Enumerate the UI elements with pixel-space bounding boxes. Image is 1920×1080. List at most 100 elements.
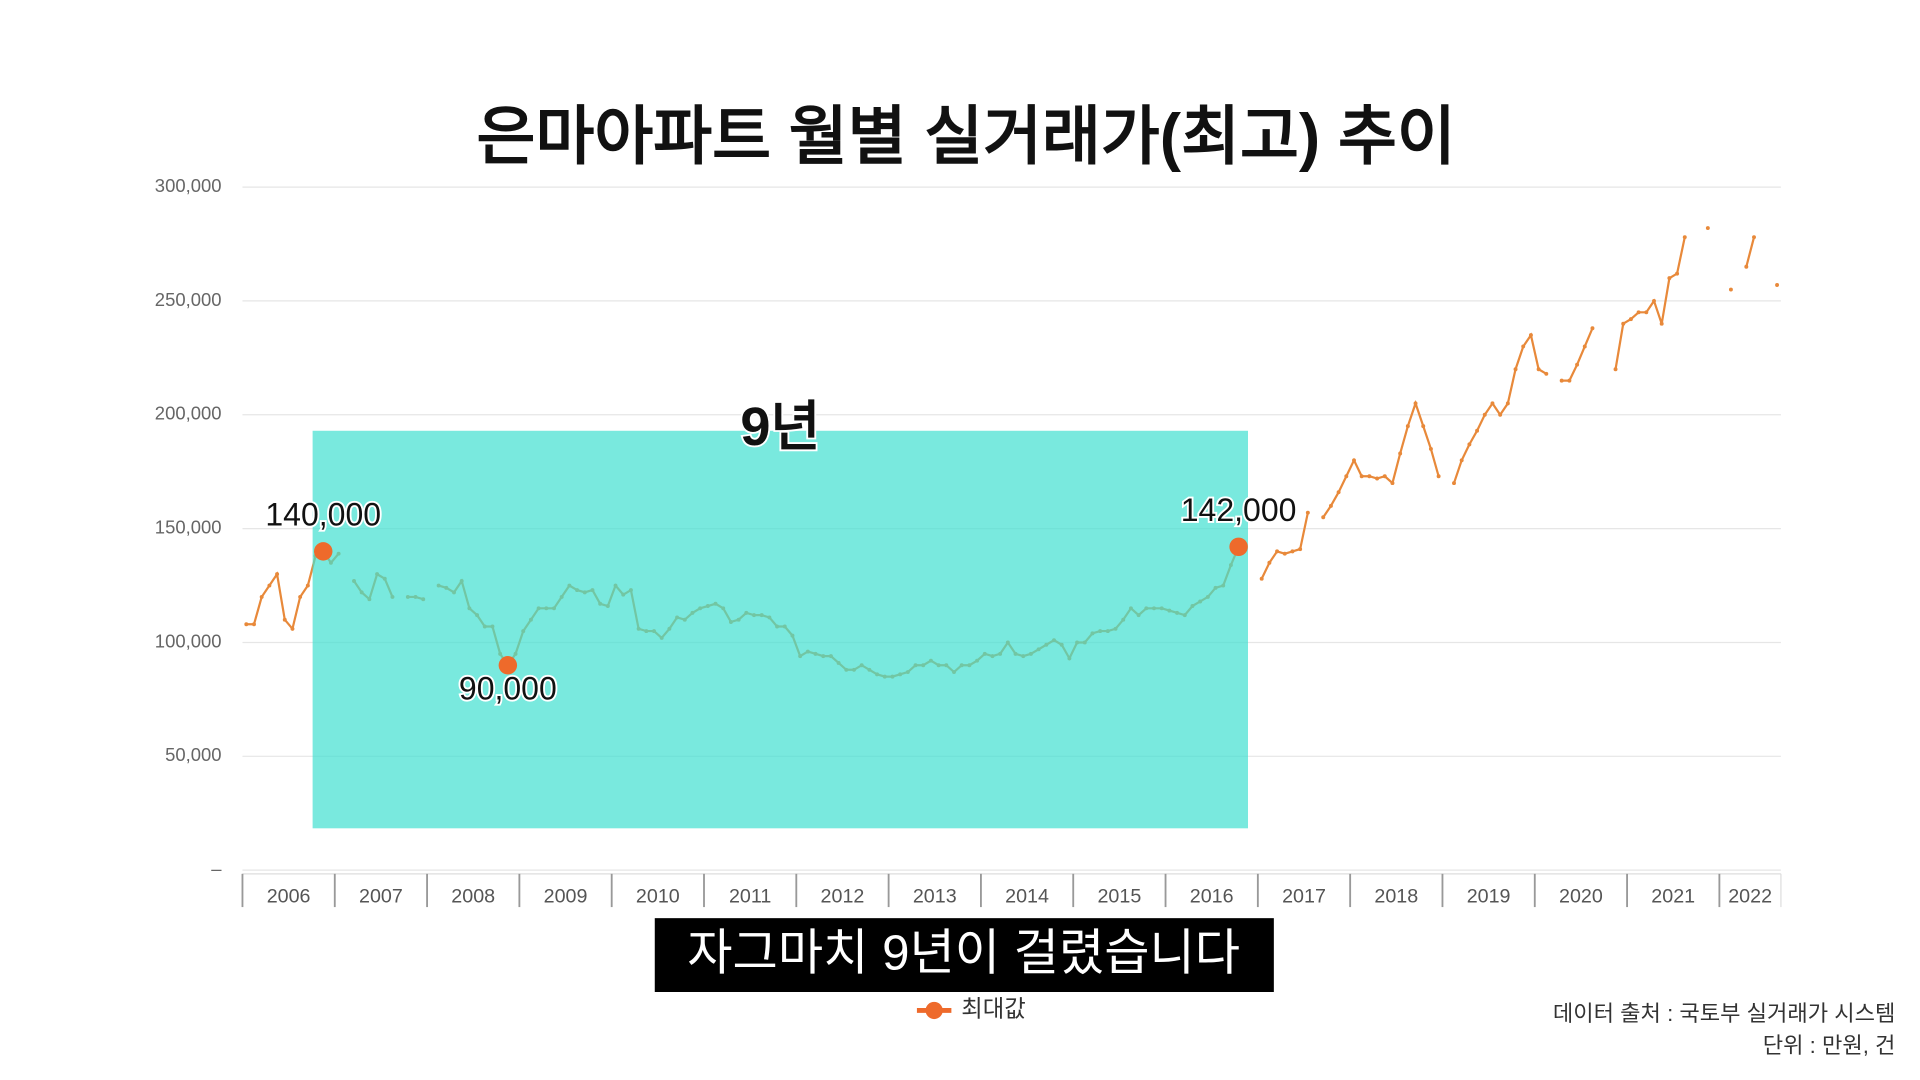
data-point [1359,474,1364,479]
data-point [1413,401,1418,406]
data-point [1321,515,1326,520]
x-tick-label: 2013 [913,885,957,907]
data-point [1267,560,1272,565]
data-point [1344,474,1349,479]
data-label: 90,000 [459,671,557,707]
x-tick-label: 2009 [544,885,588,907]
x-tick-label: 2021 [1651,885,1695,907]
x-tick-label: 2018 [1374,885,1418,907]
data-point [1528,333,1533,338]
data-point [1752,235,1756,240]
data-point [1382,474,1387,479]
data-point [1613,367,1618,372]
data-point [1644,310,1649,315]
x-tick-label: 2017 [1282,885,1326,907]
x-tick-label: 2015 [1097,885,1141,907]
data-point [1390,481,1395,486]
data-point [290,626,295,631]
legend-label: 최대값 [961,996,1026,1022]
data-point [1675,271,1680,276]
x-tick-label: 2022 [1728,885,1772,907]
data-point [1436,474,1441,479]
data-point [1559,378,1564,383]
data-point [1475,428,1480,433]
data-point [1705,226,1710,231]
data-point [244,622,249,627]
y-tick-label: 200,000 [155,403,222,424]
y-tick-label: 250,000 [155,289,222,310]
data-point [1398,451,1403,456]
data-point [1375,476,1380,481]
data-point [1405,424,1410,429]
y-tick-label: 100,000 [155,630,222,651]
data-point [1482,412,1487,417]
data-point [1582,344,1587,349]
data-point [1567,378,1572,383]
data-point [1505,401,1510,406]
data-point [259,594,264,599]
unit-note: 단위 : 만원, 건 [1763,1033,1896,1058]
data-point [252,622,256,627]
data-point [1590,326,1595,331]
source-note: 데이터 출처 : 국토부 실거래가 시스템 [1553,1001,1895,1026]
y-tick-label: – [211,858,222,879]
chart-title: 은마아파트 월별 실거래가(최고) 추이 [477,100,1456,172]
highlight-label: 9년 [740,397,820,457]
data-point [1667,276,1672,281]
caption: 자그마치 9년이 걸렸습니다 [687,925,1240,980]
data-point [1290,549,1295,554]
y-tick-label: 150,000 [155,516,222,537]
data-point [267,583,272,588]
data-point [1467,442,1472,447]
data-point [282,617,287,622]
x-tick-label: 2007 [359,885,403,907]
data-point [1275,549,1280,554]
data-point [1367,474,1372,479]
data-point [1428,446,1433,451]
x-tick-label: 2020 [1559,885,1603,907]
data-point [1575,362,1580,367]
data-point [275,572,280,577]
data-point [298,594,303,599]
data-point [1628,317,1633,322]
data-point [1490,401,1495,406]
data-point [1352,458,1356,463]
data-point [1544,371,1549,376]
data-label: 142,000 [1181,492,1297,528]
data-point [1452,481,1456,486]
x-tick-label: 2019 [1467,885,1511,907]
data-point [1652,298,1656,303]
data-point [1621,321,1626,326]
data-point [1282,551,1287,556]
data-point [1498,412,1503,417]
data-point [1659,321,1664,326]
data-point [1744,264,1749,269]
x-tick-label: 2014 [1005,885,1049,907]
data-label: 140,000 [265,496,381,532]
x-tick-label: 2008 [451,885,495,907]
y-tick-label: 50,000 [165,744,221,765]
highlight-region [312,430,1249,829]
data-point [1305,510,1310,515]
highlight-point [314,542,333,561]
data-point [1298,547,1303,552]
data-point [1521,344,1526,349]
data-point [1728,287,1733,292]
legend-swatch-dot [925,1001,943,1020]
data-point [1336,490,1341,495]
caption-box [654,918,1274,992]
highlight-point [1229,537,1248,557]
data-point [1636,310,1641,315]
data-point [1775,283,1780,287]
data-point [1328,503,1333,508]
data-point [1682,235,1687,240]
x-tick-label: 2011 [729,885,771,907]
highlight-point [498,656,518,675]
x-tick-label: 2012 [821,885,865,907]
data-point [1259,576,1264,581]
x-tick-label: 2006 [267,885,311,907]
data-point [1536,367,1541,372]
data-point [1459,458,1464,463]
y-tick-label: 300,000 [155,175,222,196]
